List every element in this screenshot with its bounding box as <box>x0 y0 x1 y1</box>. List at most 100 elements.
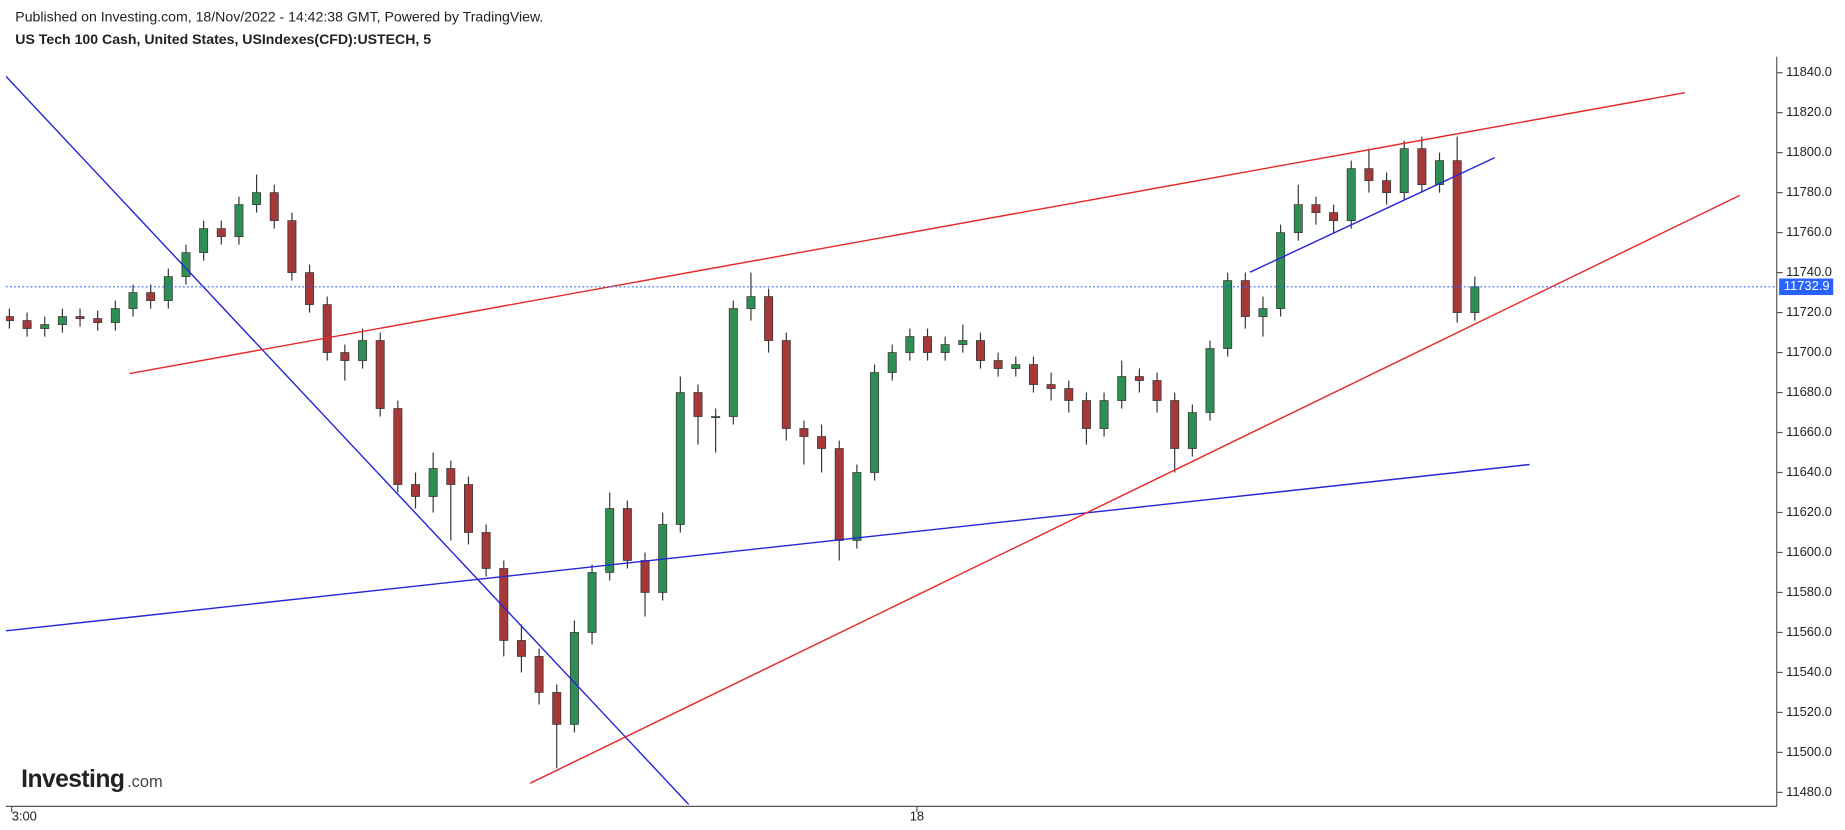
y-tick-label: 11720.0 <box>1786 304 1832 319</box>
x-tick-label: 18 <box>910 808 924 823</box>
candle-body <box>781 340 791 429</box>
published-line: Published on Investing.com, 18/Nov/2022 … <box>15 8 543 24</box>
candle-body <box>534 656 544 693</box>
candle-body <box>569 632 579 725</box>
candle-body <box>428 468 438 497</box>
candle-body <box>640 560 650 593</box>
candle-body <box>1452 160 1462 313</box>
candle-body <box>605 508 615 573</box>
trend-line <box>129 91 1686 375</box>
candle-body <box>711 416 721 419</box>
candle-body <box>481 532 491 569</box>
y-tick-label: 11680.0 <box>1786 384 1832 399</box>
candle-body <box>1435 160 1445 185</box>
candle-body <box>1417 148 1427 185</box>
candle-body <box>1028 364 1038 385</box>
candle-body <box>1117 376 1127 401</box>
candle-body <box>252 192 262 205</box>
candle-body <box>446 468 456 485</box>
candle-body <box>1223 280 1233 349</box>
candle-body <box>764 296 774 341</box>
candle-body <box>870 372 880 473</box>
y-tick-label: 11580.0 <box>1786 584 1832 599</box>
candle-body <box>1258 308 1268 317</box>
candle-body <box>1081 400 1091 429</box>
y-tick-label: 11660.0 <box>1786 424 1832 439</box>
y-tick-label: 11640.0 <box>1786 464 1832 479</box>
candle-body <box>93 318 103 323</box>
trend-line <box>5 75 690 805</box>
logo-main: Investing <box>21 766 124 793</box>
candle-body <box>1382 180 1392 193</box>
instrument-line: US Tech 100 Cash, United States, USIndex… <box>15 31 431 47</box>
candle-body <box>1134 376 1144 381</box>
candle-body <box>1046 384 1056 389</box>
y-tick-label: 11760.0 <box>1786 224 1832 239</box>
y-tick-label: 11540.0 <box>1786 664 1832 679</box>
candle-body <box>887 352 897 373</box>
logo-suffix: .com <box>127 773 163 791</box>
candle-body <box>216 228 226 237</box>
candle-body <box>993 360 1003 369</box>
y-tick-label: 11560.0 <box>1786 624 1832 639</box>
candle-body <box>269 192 279 221</box>
candle-body <box>923 336 932 353</box>
y-tick-label: 11600.0 <box>1786 544 1832 559</box>
candle-body <box>40 324 50 329</box>
candle-body <box>675 392 685 525</box>
trend-line <box>5 463 1530 632</box>
candle-body <box>57 316 67 325</box>
candle-body <box>1399 148 1409 193</box>
candle-body <box>834 448 844 541</box>
y-tick-label: 11480.0 <box>1786 784 1832 799</box>
candle-body <box>1346 168 1356 221</box>
candle-body <box>358 340 368 361</box>
candle-body <box>728 308 738 417</box>
candle-body <box>905 336 915 353</box>
candle-body <box>976 340 985 361</box>
candle-body <box>817 436 827 449</box>
candle-body <box>1364 168 1374 181</box>
candle-body <box>746 296 756 309</box>
y-tick-label: 11820.0 <box>1786 104 1832 119</box>
plot-area <box>5 75 1740 805</box>
candle-body <box>622 508 632 561</box>
candle-body <box>22 320 32 329</box>
candle-body <box>1152 380 1162 401</box>
candle-body <box>693 392 703 417</box>
candle-body <box>75 316 85 319</box>
candle-body <box>940 344 950 353</box>
candle-body <box>1329 212 1339 221</box>
candle-body <box>163 276 173 301</box>
candle-body <box>1064 388 1074 401</box>
candle-body <box>463 484 473 533</box>
y-tick-label: 11740.0 <box>1786 264 1832 279</box>
candle-body <box>1099 400 1109 429</box>
candle-body <box>799 428 809 437</box>
y-tick-label: 11780.0 <box>1786 184 1832 199</box>
y-tick-label: 11520.0 <box>1786 704 1832 719</box>
candle-body <box>287 220 297 273</box>
y-tick-label: 11700.0 <box>1786 344 1832 359</box>
candle-body <box>234 204 244 237</box>
candle-body <box>199 228 209 253</box>
candle-body <box>393 408 403 485</box>
candle-body <box>1311 204 1321 213</box>
last-price-label: 11732.9 <box>1784 278 1830 293</box>
trend-line <box>1249 156 1496 273</box>
candle-body <box>552 692 562 725</box>
candle-body <box>340 352 350 361</box>
candle-body <box>587 572 597 633</box>
candle-body <box>499 568 509 641</box>
y-tick-label: 11620.0 <box>1786 504 1832 519</box>
candle-body <box>110 308 120 323</box>
candle-body <box>516 640 526 657</box>
trend-line <box>529 194 1740 784</box>
candle-body <box>1170 400 1180 449</box>
y-tick-label: 11500.0 <box>1786 744 1832 759</box>
candle-body <box>958 340 968 345</box>
candle-body <box>146 292 156 301</box>
y-tick-label: 11800.0 <box>1786 144 1832 159</box>
candle-body <box>1011 364 1021 369</box>
